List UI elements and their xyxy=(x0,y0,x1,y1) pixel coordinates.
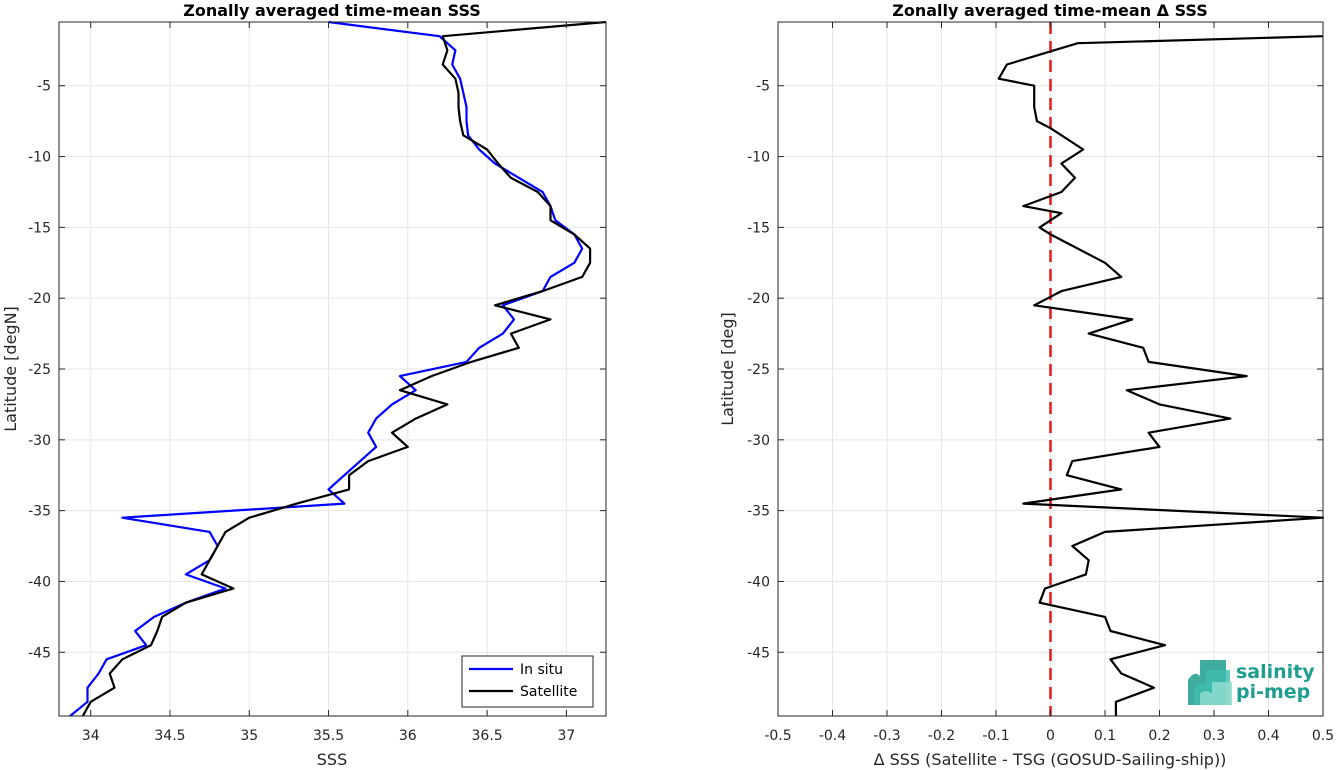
sss-x-label: SSS xyxy=(317,750,347,769)
delta-sss-y-tick-label: -5 xyxy=(756,79,770,95)
delta-sss-series xyxy=(997,35,1325,716)
sss-x-tick-label: 34.5 xyxy=(154,728,185,744)
legend-label-in-situ: In situ xyxy=(520,662,563,678)
sss-series-line-satellite xyxy=(81,20,607,717)
sss-y-tick-label: -20 xyxy=(28,291,51,307)
delta-sss-x-tick-label: 0.1 xyxy=(1094,728,1116,744)
delta-sss-y-tick-label: -10 xyxy=(747,150,770,166)
delta-sss-y-tick-label: -45 xyxy=(747,645,770,661)
delta-sss-x-label: Δ SSS (Satellite - TSG (GOSUD-Sailing-sh… xyxy=(874,750,1227,769)
sss-grid xyxy=(59,22,606,716)
sss-y-tick-label: -30 xyxy=(28,433,51,449)
sss-x-tick-label: 34 xyxy=(82,728,100,744)
logo-text-line2: pi-mep xyxy=(1236,681,1310,703)
delta-sss-x-tick-label: -0.3 xyxy=(873,728,900,744)
delta-sss-x-tick-label: -0.4 xyxy=(819,728,846,744)
delta-sss-x-tick-label: -0.1 xyxy=(982,728,1009,744)
delta-sss-x-tick-label: 0.2 xyxy=(1148,728,1170,744)
sss-x-tick-label: 37 xyxy=(557,728,575,744)
delta-sss-y-tick-label: -20 xyxy=(747,291,770,307)
sss-y-tick-label: -40 xyxy=(28,574,51,590)
delta-sss-y-label: Latitude [deg] xyxy=(718,312,737,426)
salinity-pi-mep-logo: salinity pi-mep xyxy=(1188,660,1315,705)
delta-sss-x-tick-label: -0.2 xyxy=(928,728,955,744)
logo-wave-icon xyxy=(1188,660,1232,705)
sss-x-tick-label: 35 xyxy=(240,728,258,744)
delta-sss-y-tick-label: -15 xyxy=(747,220,770,236)
delta-sss-title: Zonally averaged time-mean Δ SSS xyxy=(892,1,1208,20)
sss-panel: 34 34.5 35 35.5 36 36.5 37 -5 -10 -15 -20 -25 -30 -3… xyxy=(1,1,607,769)
delta-sss-panel: -0.5 -0.4 -0.3 -0.2 -0.1 0 0.1 0.2 0.3 0.4 0.5 -5-… xyxy=(718,1,1334,769)
sss-x-ticks: 34 34.5 35 35.5 36 36.5 37 xyxy=(82,22,575,744)
sss-series xyxy=(69,20,607,717)
sss-x-tick-label: 36.5 xyxy=(472,728,503,744)
sss-y-tick-label: -35 xyxy=(28,504,51,520)
sss-y-tick-label: -5 xyxy=(37,79,51,95)
sss-y-tick-label: -15 xyxy=(28,220,51,236)
sss-y-tick-label: -10 xyxy=(28,150,51,166)
delta-sss-y-tick-label: -35 xyxy=(747,504,770,520)
sss-y-tick-label: -25 xyxy=(28,362,51,378)
sss-y-ticks: -5 -10 -15 -20 -25 -30 -35 -40 -45 xyxy=(28,79,606,661)
sss-title: Zonally averaged time-mean SSS xyxy=(183,1,481,20)
delta-sss-y-tick-label: -25 xyxy=(747,362,770,378)
delta-sss-y-tick-label: -40 xyxy=(747,574,770,590)
delta-sss-x-tick-label: 0.3 xyxy=(1203,728,1225,744)
delta-sss-series-line-delta xyxy=(997,35,1325,716)
sss-x-tick-label: 35.5 xyxy=(313,728,344,744)
delta-sss-x-tick-label: 0.5 xyxy=(1312,728,1334,744)
delta-sss-x-tick-label: 0 xyxy=(1046,728,1055,744)
sss-x-tick-label: 36 xyxy=(399,728,417,744)
delta-sss-x-ticks: -0.5 -0.4 -0.3 -0.2 -0.1 0 0.1 0.2 0.3 0.4 0.5 xyxy=(764,22,1334,744)
delta-sss-x-tick-label: 0.4 xyxy=(1257,728,1279,744)
legend-box xyxy=(461,655,594,708)
logo-text-line1: salinity xyxy=(1236,661,1315,683)
delta-sss-y-ticks: -5 -10 -15 -20 -25 -30 -35 -40 -45 xyxy=(747,79,1323,661)
sss-y-label: Latitude [degN] xyxy=(1,306,20,432)
legend: In situ Satellite xyxy=(461,655,594,708)
delta-sss-y-tick-label: -30 xyxy=(747,433,770,449)
legend-label-satellite: Satellite xyxy=(520,684,577,700)
delta-sss-x-tick-label: -0.5 xyxy=(764,728,791,744)
sss-y-tick-label: -45 xyxy=(28,645,51,661)
